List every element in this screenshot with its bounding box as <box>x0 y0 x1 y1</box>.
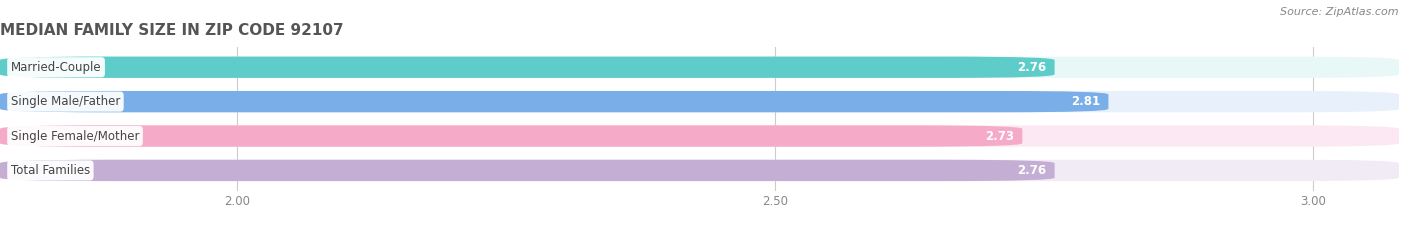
FancyBboxPatch shape <box>0 57 1399 78</box>
Text: 2.73: 2.73 <box>984 130 1014 143</box>
Text: Single Female/Mother: Single Female/Mother <box>11 130 139 143</box>
FancyBboxPatch shape <box>0 160 1054 181</box>
FancyBboxPatch shape <box>0 57 1054 78</box>
Text: Single Male/Father: Single Male/Father <box>11 95 120 108</box>
Text: Source: ZipAtlas.com: Source: ZipAtlas.com <box>1281 7 1399 17</box>
FancyBboxPatch shape <box>0 125 1399 147</box>
Text: Total Families: Total Families <box>11 164 90 177</box>
Text: Married-Couple: Married-Couple <box>11 61 101 74</box>
FancyBboxPatch shape <box>0 160 1399 181</box>
Text: 2.76: 2.76 <box>1017 164 1046 177</box>
Text: 2.76: 2.76 <box>1017 61 1046 74</box>
FancyBboxPatch shape <box>0 125 1022 147</box>
Text: 2.81: 2.81 <box>1071 95 1099 108</box>
FancyBboxPatch shape <box>0 91 1399 112</box>
FancyBboxPatch shape <box>0 91 1108 112</box>
Text: MEDIAN FAMILY SIZE IN ZIP CODE 92107: MEDIAN FAMILY SIZE IN ZIP CODE 92107 <box>0 24 343 38</box>
